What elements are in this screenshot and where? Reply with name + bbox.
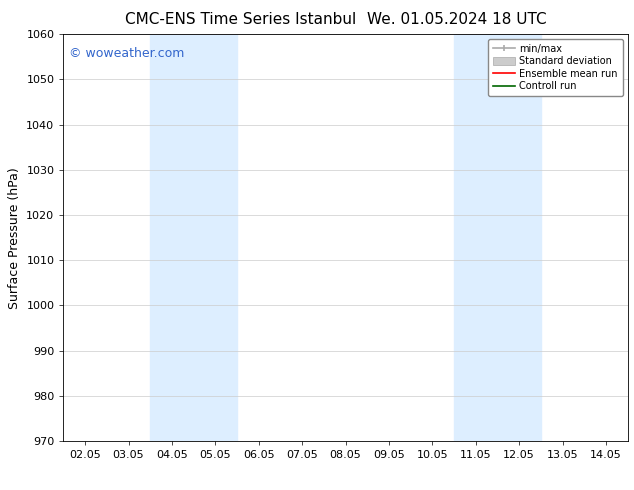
Bar: [150, 34, 237, 441]
Text: CMC-ENS Time Series Istanbul: CMC-ENS Time Series Istanbul: [126, 12, 356, 27]
Text: © woweather.com: © woweather.com: [69, 47, 184, 59]
Legend: min/max, Standard deviation, Ensemble mean run, Controll run: min/max, Standard deviation, Ensemble me…: [488, 39, 623, 96]
Bar: [454, 34, 541, 441]
Text: We. 01.05.2024 18 UTC: We. 01.05.2024 18 UTC: [366, 12, 547, 27]
Y-axis label: Surface Pressure (hPa): Surface Pressure (hPa): [8, 167, 21, 309]
